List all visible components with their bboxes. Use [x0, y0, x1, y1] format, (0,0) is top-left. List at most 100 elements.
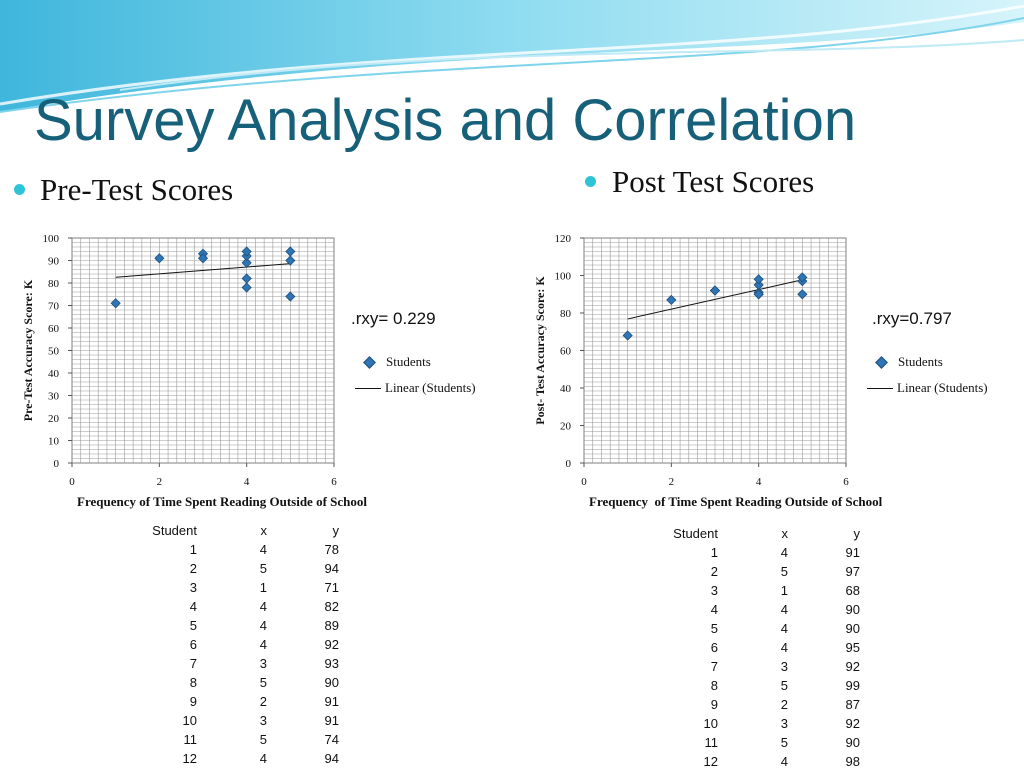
table-cell: 4 — [259, 637, 267, 652]
legend-linear: Linear (Students) — [385, 380, 476, 395]
table-cell: 5 — [259, 561, 267, 576]
table-row: 12 4 98 — [667, 752, 860, 771]
trendline-icon — [355, 387, 381, 389]
data-point — [709, 285, 721, 296]
table-cell: 6 — [189, 637, 197, 652]
legend-students: Students — [386, 354, 431, 369]
table-cell: 87 — [845, 697, 860, 712]
table-cell: 74 — [324, 732, 339, 747]
table-cell: 5 — [780, 735, 788, 750]
table-cell: 7 — [189, 656, 197, 671]
x-tick-label: 2 — [157, 476, 163, 488]
table-row: 2 5 97 — [667, 562, 860, 581]
table-cell: 89 — [324, 618, 339, 633]
column-header: x — [781, 526, 789, 541]
data-point — [797, 272, 808, 283]
table-row: 5 4 89 — [146, 616, 339, 635]
table-cell: 4 — [780, 754, 788, 769]
table-cell: 1 — [710, 545, 718, 560]
data-point — [285, 255, 296, 266]
table-cell: 4 — [780, 621, 788, 636]
data-point — [154, 253, 165, 264]
pre-test-chart: 0 10 20 30 40 50 60 70 80 90 100 0 2 4 6 Pre-Test Accur… — [21, 233, 337, 488]
table-cell: 4 — [189, 599, 197, 614]
table-cell: 5 — [710, 621, 718, 636]
table-cell: 11 — [704, 735, 719, 750]
table-cell: 3 — [259, 713, 267, 728]
table-cell: 93 — [324, 656, 339, 671]
table-cell: 4 — [259, 542, 267, 557]
y-tick-label: 100 — [43, 233, 60, 245]
table-cell: 3 — [189, 580, 197, 595]
table-row: 6 4 92 — [146, 635, 339, 654]
table-cell: 5 — [259, 675, 267, 690]
table-cell: 2 — [259, 694, 267, 709]
data-point — [110, 298, 121, 309]
y-axis-label: Pre-Test Accuracy Score: K — [21, 279, 35, 421]
table-cell: 1 — [780, 583, 788, 598]
y-tick-label: 90 — [48, 256, 60, 268]
x-tick-label: 0 — [69, 476, 75, 488]
column-header: Student — [673, 526, 718, 541]
x-tick-label: 0 — [581, 476, 587, 488]
column-header: Student — [152, 523, 197, 538]
post-test-chart: 0 20 40 60 80 100 120 0 2 4 6 Post- Test Accuracy S… — [533, 233, 849, 488]
y-tick-label: 30 — [48, 391, 60, 403]
table-cell: 5 — [780, 678, 788, 693]
pre-test-heading: Pre-Test Scores — [40, 172, 234, 207]
y-tick-label: 10 — [48, 436, 60, 448]
table-cell: 68 — [845, 583, 860, 598]
pre-test-legend: Students Linear (Students) — [355, 353, 476, 405]
column-header: y — [853, 526, 861, 541]
table-cell: 12 — [703, 754, 718, 769]
table-cell: 4 — [259, 599, 267, 614]
y-tick-label: 0 — [54, 458, 60, 470]
table-cell: 9 — [189, 694, 197, 709]
table-cell: 90 — [324, 675, 339, 690]
data-point — [753, 274, 764, 285]
table-cell: 9 — [710, 697, 718, 712]
table-row: 7 3 93 — [146, 654, 339, 673]
table-cell: 3 — [259, 656, 267, 671]
y-tick-label: 40 — [48, 368, 60, 380]
data-point — [241, 282, 252, 293]
pre-test-table: Student x y 1 4 78 2 5 94 3 1 71 4 4 82 5 4 89 6 4 92 7 3 93… — [146, 521, 339, 768]
table-cell: 1 — [189, 542, 197, 557]
y-tick-label: 0 — [566, 458, 572, 470]
x-tick-label: 2 — [669, 476, 675, 488]
post-test-legend: Students Linear (Students) — [867, 353, 988, 405]
table-cell: 92 — [324, 637, 339, 652]
legend-linear: Linear (Students) — [897, 380, 988, 395]
x-tick-label: 6 — [843, 476, 849, 488]
table-cell: 92 — [845, 659, 860, 674]
table-row: 10 3 92 — [667, 714, 860, 733]
y-axis-label: Post- Test Accuracy Score: K — [533, 276, 547, 425]
x-tick-label: 6 — [331, 476, 337, 488]
table-row: 8 5 99 — [667, 676, 860, 695]
bullet-icon — [14, 184, 25, 195]
table-cell: 5 — [189, 618, 197, 633]
table-cell: 4 — [780, 545, 788, 560]
table-row: 2 5 94 — [146, 559, 339, 578]
y-tick-label: 100 — [555, 271, 572, 283]
legend-students: Students — [898, 354, 943, 369]
table-cell: 78 — [324, 542, 339, 557]
table-cell: 91 — [845, 545, 860, 560]
table-row: 12 4 94 — [146, 749, 339, 768]
table-cell: 3 — [780, 659, 788, 674]
pre-test-correlation: .rxy= 0.229 — [351, 309, 436, 328]
data-point — [753, 279, 764, 290]
table-row: 3 1 71 — [146, 578, 339, 597]
table-cell: 4 — [780, 640, 788, 655]
table-cell: 8 — [189, 675, 197, 690]
table-cell: 82 — [324, 599, 339, 614]
table-row: 11 5 90 — [667, 733, 861, 752]
pre-test-x-axis-label: Frequency of Time Spent Reading Outside … — [77, 494, 367, 509]
x-tick-label: 4 — [244, 476, 250, 488]
y-tick-label: 50 — [48, 346, 60, 358]
table-cell: 2 — [710, 564, 718, 579]
table-row: 4 4 90 — [667, 600, 860, 619]
y-tick-label: 80 — [48, 278, 60, 290]
table-row: 1 4 91 — [667, 543, 860, 562]
table-row: 9 2 87 — [667, 695, 860, 714]
